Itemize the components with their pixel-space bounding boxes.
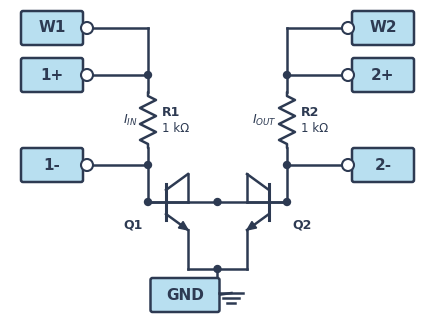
Text: $I_{OUT}$: $I_{OUT}$ [252, 113, 276, 128]
Text: GND: GND [166, 288, 204, 302]
Text: 2+: 2+ [370, 68, 394, 83]
Text: 2-: 2- [374, 158, 391, 172]
Text: Q1: Q1 [123, 218, 143, 231]
Circle shape [283, 162, 290, 168]
Text: R2: R2 [300, 106, 319, 119]
Circle shape [144, 199, 151, 206]
FancyBboxPatch shape [351, 58, 413, 92]
FancyBboxPatch shape [351, 148, 413, 182]
FancyBboxPatch shape [351, 11, 413, 45]
Text: $I_{IN}$: $I_{IN}$ [123, 113, 138, 128]
Polygon shape [247, 221, 256, 230]
FancyBboxPatch shape [150, 278, 219, 312]
Circle shape [81, 69, 93, 81]
Circle shape [341, 22, 353, 34]
Circle shape [144, 72, 151, 79]
Text: W1: W1 [38, 20, 66, 36]
Circle shape [214, 265, 220, 272]
FancyBboxPatch shape [21, 58, 83, 92]
Text: 1 kΩ: 1 kΩ [161, 122, 189, 134]
Circle shape [341, 69, 353, 81]
Text: 1 kΩ: 1 kΩ [300, 122, 328, 134]
Circle shape [283, 199, 290, 206]
Polygon shape [178, 221, 187, 230]
Circle shape [283, 72, 290, 79]
Text: Q2: Q2 [291, 218, 311, 231]
Circle shape [81, 159, 93, 171]
Text: 1+: 1+ [40, 68, 63, 83]
Circle shape [144, 162, 151, 168]
Text: R1: R1 [161, 106, 180, 119]
FancyBboxPatch shape [21, 148, 83, 182]
Circle shape [341, 159, 353, 171]
Text: 1-: 1- [43, 158, 60, 172]
FancyBboxPatch shape [21, 11, 83, 45]
Circle shape [214, 199, 220, 206]
Circle shape [81, 22, 93, 34]
Text: W2: W2 [368, 20, 396, 36]
